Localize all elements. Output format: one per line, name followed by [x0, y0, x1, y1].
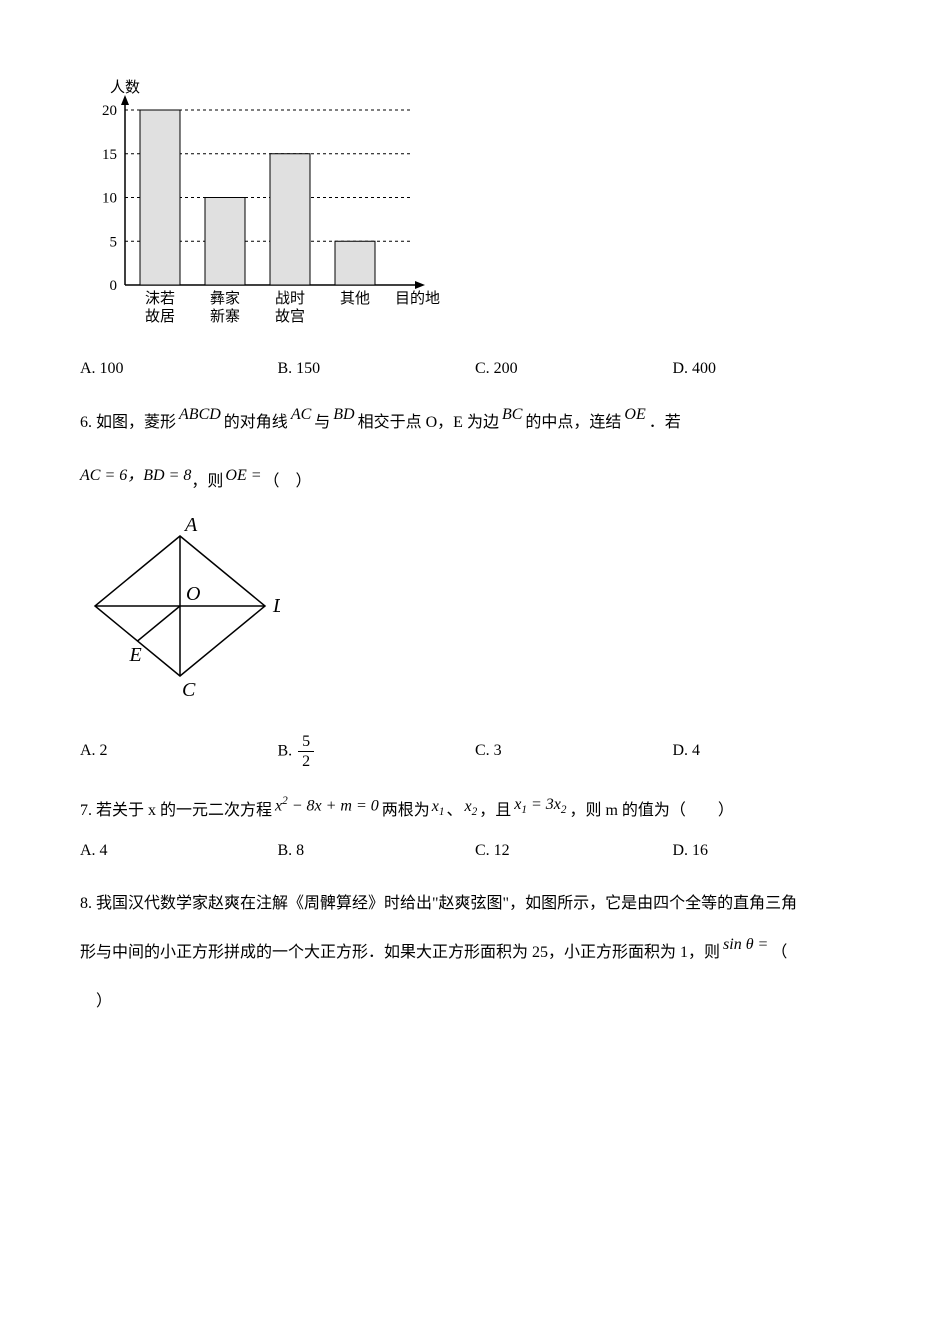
- q6-abcd: ABCD: [179, 401, 221, 430]
- q5-option-b: B. 150: [278, 355, 476, 384]
- svg-text:战时: 战时: [275, 290, 305, 307]
- q6-option-c: C. 3: [475, 737, 673, 766]
- q8-text2a: 形与中间的小正方形拼成的一个大正方形．如果大正方形面积为 25，小正方形面积为 …: [80, 939, 720, 968]
- q6-question: 6. 如图，菱形 ABCD 的对角线 AC 与 BD 相交于点 O，E 为边 B…: [80, 409, 870, 438]
- rhombus-svg: ABCDOE: [80, 511, 280, 701]
- q6-mid4: 的中点，连结: [525, 409, 621, 438]
- svg-text:D: D: [272, 595, 280, 617]
- svg-text:故居: 故居: [145, 308, 175, 325]
- q7-eq: x2 − 8x + m = 0: [275, 791, 379, 821]
- svg-text:10: 10: [102, 191, 117, 207]
- svg-text:5: 5: [110, 234, 118, 250]
- q8-text1: 8. 我国汉代数学家赵爽在注解《周髀算经》时给出"赵爽弦图"，如图所示，它是由四…: [80, 890, 797, 919]
- q6-b-fraction: 5 2: [298, 732, 314, 771]
- q7-option-d: D. 16: [673, 837, 871, 866]
- svg-text:A: A: [183, 514, 198, 536]
- q6-b-prefix: B.: [278, 743, 297, 760]
- q7-option-c: C. 12: [475, 837, 673, 866]
- svg-text:E: E: [129, 644, 142, 666]
- q7-mid2: ，且: [479, 797, 511, 826]
- q7-option-b: B. 8: [278, 837, 476, 866]
- svg-text:O: O: [186, 583, 200, 605]
- svg-text:故宫: 故宫: [275, 308, 305, 325]
- svg-text:彝家: 彝家: [210, 290, 240, 307]
- q6-mid1: 的对角线: [224, 409, 288, 438]
- q5-option-c: C. 200: [475, 355, 673, 384]
- q6-b-num: 5: [298, 732, 314, 752]
- svg-text:人数: 人数: [110, 79, 140, 96]
- q8-line3: ）: [80, 988, 870, 1017]
- svg-text:目的地: 目的地: [395, 290, 440, 307]
- bar-chart: 人数 0 5 10 15 20 沫若故居 彝家新寨 战时故宫 其他 目的地: [80, 70, 440, 330]
- q7-sep: 、: [447, 797, 463, 826]
- q6-mid7: （ ）: [264, 468, 312, 497]
- q6-bd: BD: [333, 401, 354, 430]
- q6-eq1: AC = 6，BD = 8: [80, 462, 191, 491]
- q8-line2: 形与中间的小正方形拼成的一个大正方形．如果大正方形面积为 25，小正方形面积为 …: [80, 939, 870, 968]
- q8-sin: sin θ =: [723, 931, 768, 960]
- q6-option-d: D. 4: [673, 737, 871, 766]
- svg-text:其他: 其他: [340, 290, 370, 307]
- svg-text:15: 15: [102, 147, 117, 163]
- q7-option-a: A. 4: [80, 837, 278, 866]
- q7-mid3: ，则 m 的值为（ ）: [569, 797, 733, 826]
- svg-text:0: 0: [110, 278, 118, 294]
- svg-text:C: C: [182, 679, 196, 701]
- q7-x2: x2: [465, 793, 478, 822]
- q8-text3: ）: [80, 988, 112, 1017]
- q7-mid1: 两根为: [382, 797, 430, 826]
- q6-options: A. 2 B. 5 2 C. 3 D. 4: [80, 732, 870, 771]
- q5-option-d: D. 400: [673, 355, 871, 384]
- q6-mid3: 相交于点 O，E 为边: [358, 409, 499, 438]
- q7-question: 7. 若关于 x 的一元二次方程 x2 − 8x + m = 0 两根为 x1 …: [80, 797, 870, 827]
- q6-ac: AC: [291, 401, 311, 430]
- rhombus-figure: ABCDOE: [80, 511, 870, 712]
- q7-options: A. 4 B. 8 C. 12 D. 16: [80, 837, 870, 866]
- q6-question-line2: AC = 6，BD = 8 ，则 OE = （ ）: [80, 468, 870, 497]
- q7-rel: x1 = 3x2: [514, 791, 566, 820]
- q6-option-b: B. 5 2: [278, 732, 476, 771]
- q6-mid2: 与: [314, 409, 330, 438]
- q8-line1: 8. 我国汉代数学家赵爽在注解《周髀算经》时给出"赵爽弦图"，如图所示，它是由四…: [80, 890, 870, 919]
- q6-oe: OE: [624, 401, 645, 430]
- svg-text:沫若: 沫若: [145, 290, 175, 307]
- q6-oe2: OE =: [225, 462, 261, 491]
- q6-b-den: 2: [298, 752, 314, 771]
- q7-prefix: 7. 若关于 x 的一元二次方程: [80, 797, 272, 826]
- q8-text2b: （: [771, 939, 787, 968]
- q6-bc: BC: [502, 401, 522, 430]
- q6-mid6: ，则: [191, 468, 223, 497]
- q6-option-a: A. 2: [80, 737, 278, 766]
- q6-mid5: ．若: [649, 409, 681, 438]
- q5-option-a: A. 100: [80, 355, 278, 384]
- svg-text:20: 20: [102, 103, 117, 119]
- q6-prefix: 6. 如图，菱形: [80, 409, 176, 438]
- svg-text:新寨: 新寨: [210, 307, 240, 325]
- q7-x1: x1: [432, 793, 445, 822]
- chart-svg: 人数 0 5 10 15 20 沫若故居 彝家新寨 战时故宫 其他 目的地: [80, 70, 440, 330]
- q5-options: A. 100 B. 150 C. 200 D. 400: [80, 355, 870, 384]
